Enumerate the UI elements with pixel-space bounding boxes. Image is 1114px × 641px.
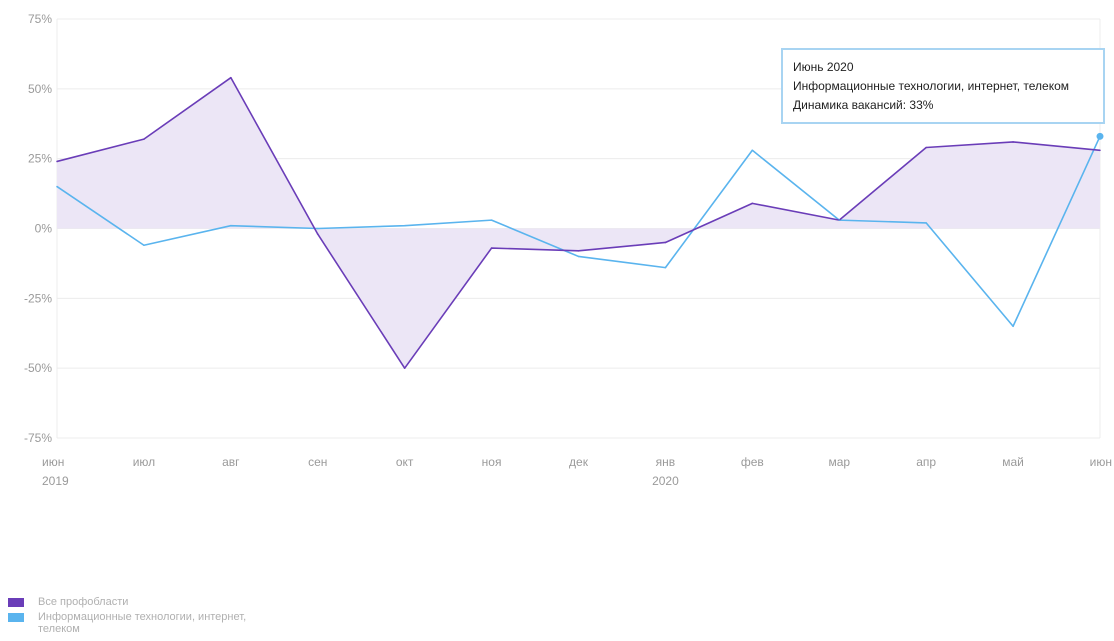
x-axis: июн июл авг сен окт ноя дек янв фев мар апр май июн 2… xyxy=(42,455,1112,488)
data-point-all xyxy=(56,161,58,163)
tooltip-value: Динамика вакансий: 33% xyxy=(793,96,1093,115)
y-tick-label: 50% xyxy=(28,82,52,96)
data-point-all xyxy=(491,247,493,249)
legend-item-all[interactable]: Все профобласти xyxy=(8,596,278,608)
data-point-all xyxy=(317,233,319,235)
x-year-label: 2020 xyxy=(652,474,679,488)
x-tick-label: май xyxy=(1002,455,1024,469)
data-point-it xyxy=(665,267,667,269)
data-point-it xyxy=(143,244,145,246)
x-tick-label: июн xyxy=(42,455,64,469)
chart-legend: Все профобласти Информационные технологи… xyxy=(8,596,278,638)
y-tick-label: -50% xyxy=(24,361,52,375)
x-year-label: 2019 xyxy=(42,474,69,488)
x-tick-label: дек xyxy=(569,455,589,469)
tooltip-series-name: Информационные технологии, интернет, тел… xyxy=(793,77,1093,96)
x-tick-label: окт xyxy=(396,455,414,469)
x-tick-label: ноя xyxy=(482,455,502,469)
x-tick-label: апр xyxy=(916,455,936,469)
y-tick-label: 0% xyxy=(35,222,53,236)
x-tick-label: авг xyxy=(222,455,240,469)
legend-label-it: Информационные технологии, интернет, тел… xyxy=(38,611,278,635)
data-point-it xyxy=(1012,325,1014,327)
data-point-it xyxy=(578,256,580,258)
data-point-it xyxy=(317,228,319,230)
data-point-it xyxy=(752,149,754,151)
legend-swatch-all xyxy=(8,598,24,607)
legend-label-all: Все профобласти xyxy=(38,596,278,608)
y-tick-label: -75% xyxy=(24,431,52,445)
x-tick-label: янв xyxy=(656,455,676,469)
data-point-all xyxy=(925,147,927,149)
data-point-all xyxy=(143,138,145,140)
data-point-all xyxy=(578,250,580,252)
y-tick-label: 25% xyxy=(28,152,52,166)
data-point-all xyxy=(404,367,406,369)
data-point-it xyxy=(1097,133,1104,140)
x-tick-label: фев xyxy=(741,455,764,469)
data-point-it xyxy=(56,186,58,188)
data-point-it xyxy=(925,222,927,224)
data-point-it xyxy=(404,225,406,227)
x-tick-label: июл xyxy=(133,455,155,469)
data-point-all xyxy=(1099,149,1101,151)
data-point-it xyxy=(491,219,493,221)
tooltip-title: Июнь 2020 xyxy=(793,58,1093,77)
data-point-all xyxy=(230,77,232,79)
data-point-all xyxy=(752,203,754,205)
data-point-it xyxy=(838,219,840,221)
legend-item-it[interactable]: Информационные технологии, интернет, тел… xyxy=(8,611,278,635)
data-point-all xyxy=(1012,141,1014,143)
x-tick-label: сен xyxy=(308,455,327,469)
x-tick-label: июн xyxy=(1090,455,1112,469)
legend-swatch-it xyxy=(8,613,24,622)
y-tick-label: -25% xyxy=(24,291,52,305)
y-axis: 75% 50% 25% 0% -25% -50% -75% xyxy=(24,12,52,445)
chart-tooltip: Июнь 2020 Информационные технологии, инт… xyxy=(781,48,1105,124)
data-point-all xyxy=(665,242,667,244)
data-point-it xyxy=(230,225,232,227)
x-tick-label: мар xyxy=(828,455,850,469)
y-tick-label: 75% xyxy=(28,12,52,26)
